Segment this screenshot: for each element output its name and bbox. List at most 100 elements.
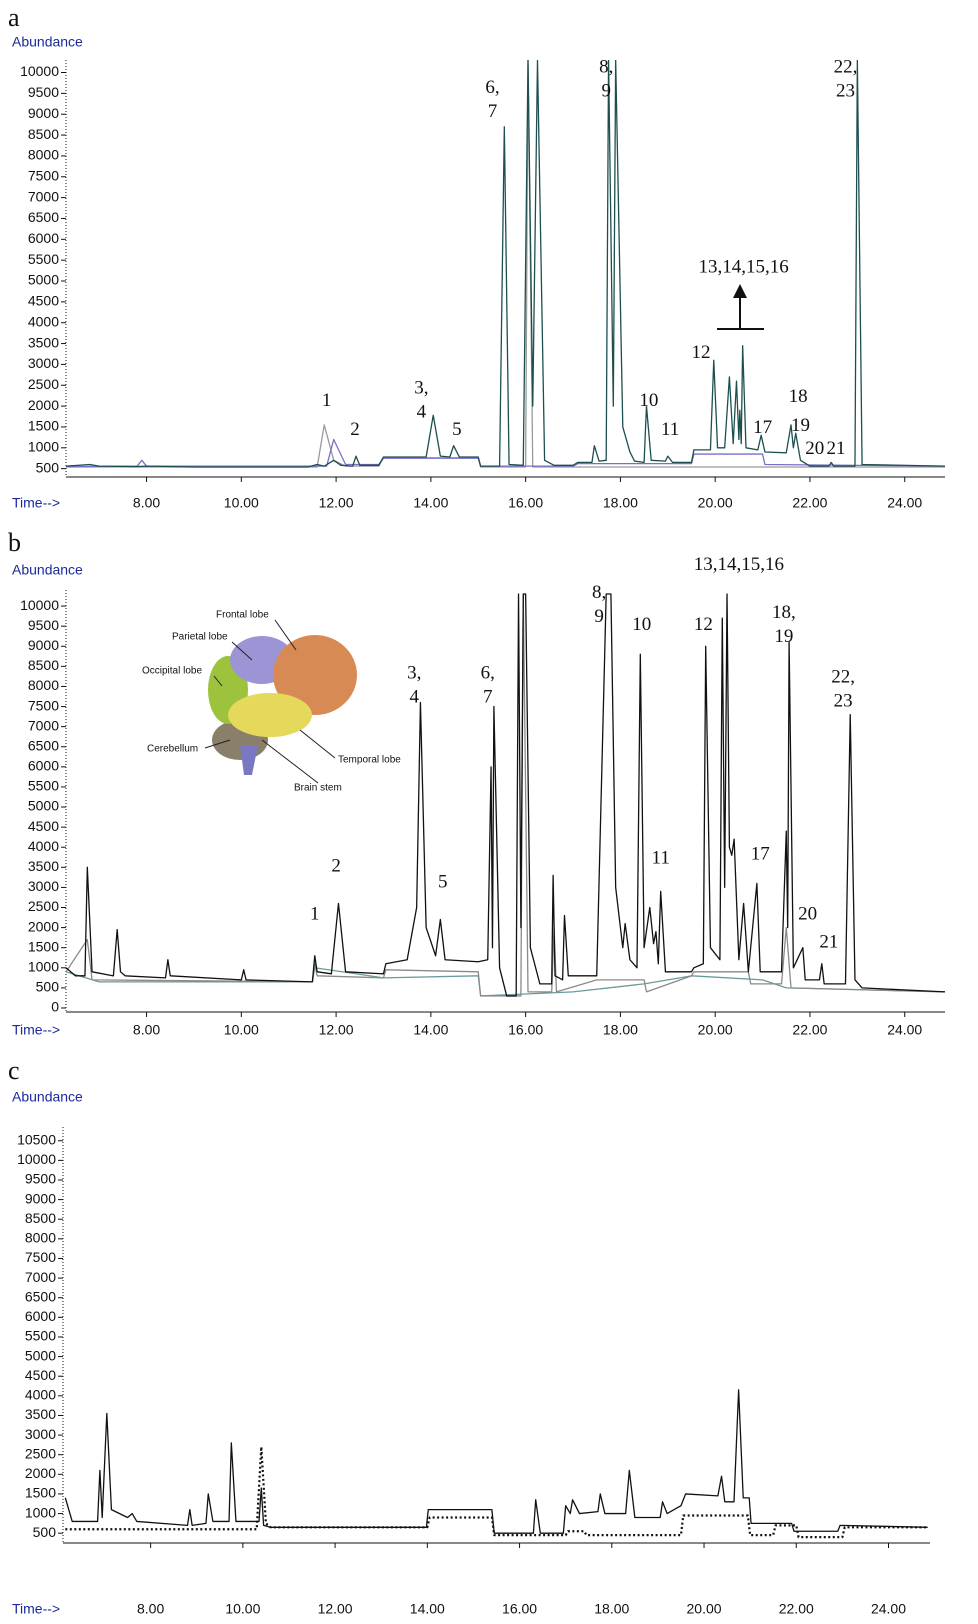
peak-label-line: 1 [322,390,332,411]
peak-label: 8, 9 [592,582,606,627]
trace [66,593,945,997]
panel-label: b [8,528,21,557]
peak-label-line: 2 [350,419,360,440]
y-tick-label: 4000 [28,838,59,854]
y-tick-label: 10000 [17,1151,56,1167]
peak-label-line: 4 [417,402,427,423]
trace [64,1389,928,1534]
peak-label: 1 [310,904,320,925]
peak-label-line: 5 [438,872,448,893]
y-tick-label: 5500 [28,778,59,794]
x-tick-label: 22.00 [792,495,827,511]
peak-label: 17 [751,844,770,865]
y-tick-label: 9500 [25,1171,56,1187]
peak-label-line: 19 [774,626,793,647]
peak-label-line: 5 [452,419,462,440]
y-tick-label: 2000 [28,397,59,413]
inset-label: Occipital lobe [142,666,202,677]
y-tick-label: 6500 [28,209,59,225]
peak-label-line: 7 [483,687,493,708]
x-tick-label: 10.00 [224,495,259,511]
peak-label-line: 23 [836,81,855,102]
x-tick-label: 14.00 [410,1601,445,1617]
peak-label: 22, 23 [831,667,855,712]
peak-label-line: 19 [791,415,810,436]
x-tick-label: 24.00 [871,1601,906,1617]
y-tick-label: 10000 [20,63,59,79]
x-tick-label: 8.00 [137,1601,164,1617]
peak-label: 20 [798,904,817,925]
y-tick-label: 2500 [25,1445,56,1461]
y-tick-label: 3000 [25,1426,56,1442]
peak-label-line: 10 [632,615,651,636]
inset-label: Cerebellum [147,744,198,755]
y-tick-label: 7000 [28,188,59,204]
peak-label: 17 [753,417,772,438]
y-tick-label: 1000 [28,439,59,455]
y-tick-label: 1000 [25,1504,56,1520]
peak-label-line: 13,14,15,16 [698,257,788,278]
peak-label-line: 17 [753,417,772,438]
y-tick-label: 8000 [28,147,59,163]
peak-label-line: 3, [414,378,428,399]
inset-label: Parietal lobe [172,632,228,643]
y-axis-label: Abundance [12,34,83,50]
x-tick-label: 20.00 [687,1601,722,1617]
peak-label-line: 11 [652,848,670,869]
y-tick-label: 8000 [28,677,59,693]
peak-label: 12 [691,342,710,363]
arrow [717,284,764,330]
x-tick-label: 18.00 [603,495,638,511]
x-tick-label: 14.00 [413,1022,448,1038]
peak-label-line: 4 [410,687,420,708]
peak-label: 18, 19 [772,602,796,647]
y-tick-label: 3000 [28,878,59,894]
x-tick-label: 20.00 [698,495,733,511]
peak-label: 21 [827,438,846,459]
peak-label-line: 8, [599,57,613,78]
y-tick-label: 6000 [25,1308,56,1324]
x-tick-label: 22.00 [792,1022,827,1038]
y-tick-label: 1500 [25,1485,56,1501]
x-axis-label: Time--> [12,1601,60,1617]
x-tick-label: 12.00 [319,495,354,511]
peak-label: 12 [694,615,713,636]
y-tick-label: 7000 [25,1269,56,1285]
peak-label-line: 7 [488,102,498,123]
y-tick-label: 1500 [28,418,59,434]
peak-label-line: 3, [407,663,421,684]
peak-label-line: 9 [601,81,611,102]
x-tick-label: 24.00 [887,495,922,511]
brain-inset: Frontal lobe Parietal lobe Occipital lob… [142,610,401,794]
x-axis-label: Time--> [12,495,60,511]
y-tick-label: 5500 [25,1328,56,1344]
y-tick-label: 6500 [25,1288,56,1304]
peak-label: 11 [652,848,670,869]
peak-label-line: 11 [661,419,679,440]
peak-label: 5 [438,872,448,893]
x-tick-label: 8.00 [133,1022,160,1038]
peak-label: 3, 4 [414,378,428,423]
peak-label: 8, 9 [599,57,613,102]
x-tick-label: 12.00 [318,1601,353,1617]
y-tick-label: 2500 [28,376,59,392]
x-tick-label: 18.00 [603,1022,638,1038]
peak-label-line: 2 [331,856,341,877]
y-tick-label: 8500 [28,126,59,142]
x-tick-label: 12.00 [319,1022,354,1038]
trace [66,60,945,468]
y-tick-label: 500 [36,979,60,995]
peak-label-line: 10 [639,390,658,411]
x-tick-label: 10.00 [224,1022,259,1038]
peak-label-line: 22, [831,667,855,688]
peak-label-line: 6, [481,663,495,684]
y-tick-label: 6500 [28,737,59,753]
y-tick-label: 4000 [25,1387,56,1403]
peak-label: 2 [331,856,341,877]
peak-label-line: 21 [819,932,838,953]
y-axis-label: Abundance [12,1089,83,1105]
peak-label: 11 [661,419,679,440]
peak-label-line: 9 [594,606,604,627]
y-tick-label: 5000 [28,272,59,288]
y-tick-label: 500 [33,1524,57,1540]
